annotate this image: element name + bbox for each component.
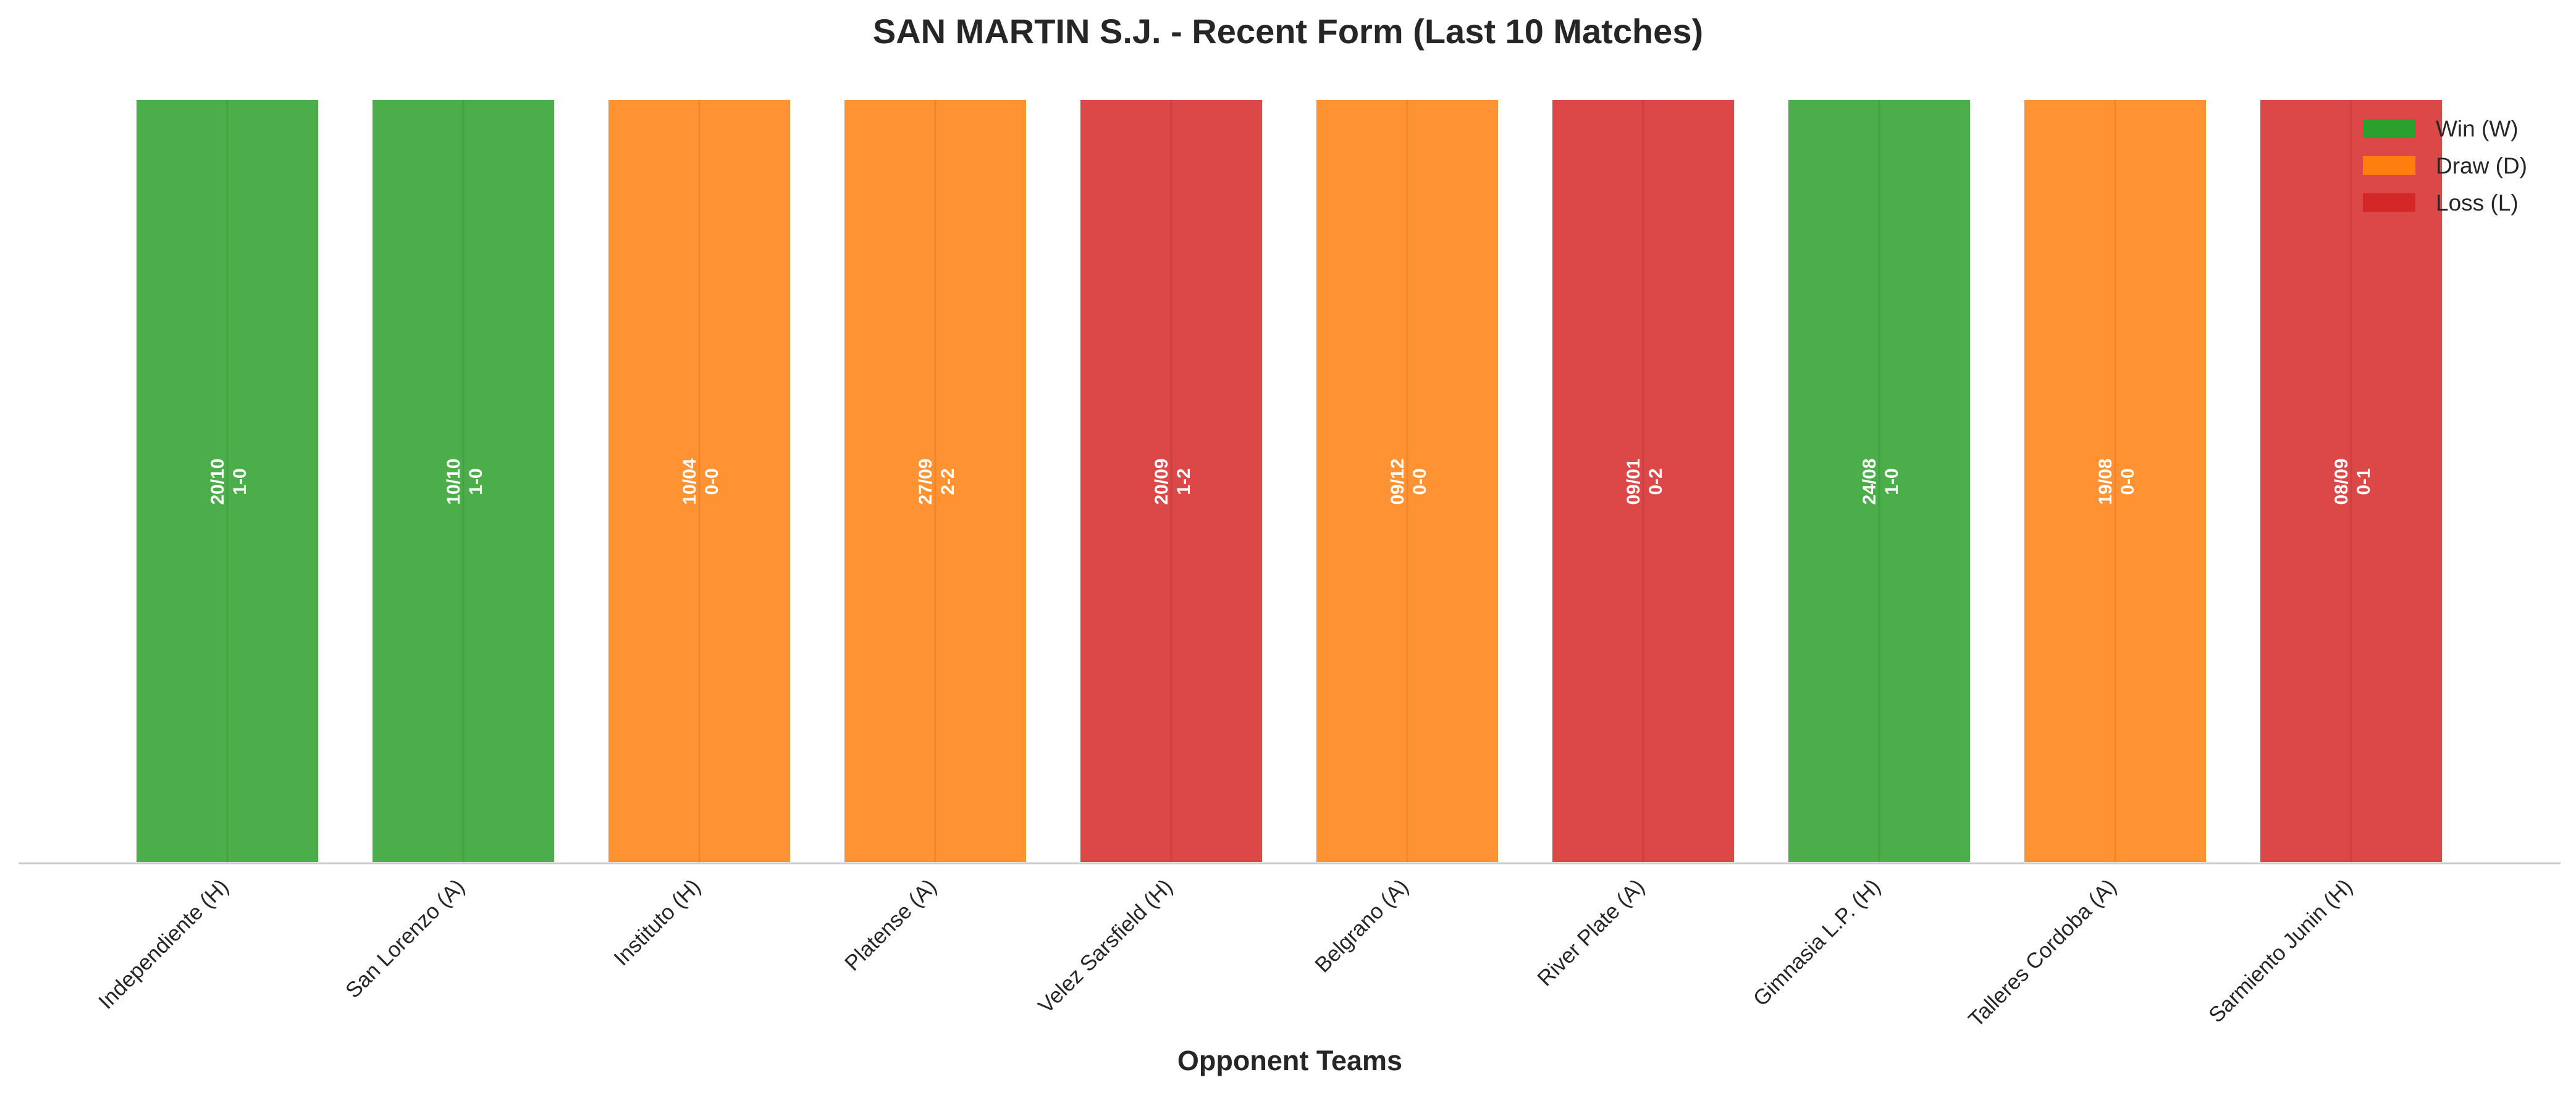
bar-date-label: 20/10 bbox=[208, 458, 228, 505]
x-tick-label: Talleres Cordoba (A) bbox=[1964, 874, 2121, 1032]
legend-swatch bbox=[2363, 156, 2415, 175]
bar-date-label: 20/09 bbox=[1151, 458, 1172, 505]
x-tick-label: Velez Sarsfield (H) bbox=[1033, 874, 1177, 1018]
bar-data-label: 19/08 0-0 bbox=[2095, 458, 2138, 505]
bar-data-label: 20/10 1-0 bbox=[208, 458, 250, 505]
bar-data-label: 27/09 2-2 bbox=[915, 458, 958, 505]
x-axis-label: Opponent Teams bbox=[1177, 1045, 1402, 1076]
bar-score-label: 0-2 bbox=[1646, 468, 1666, 495]
bar-date-label: 24/08 bbox=[1859, 458, 1880, 505]
bar-data-label: 08/09 0-1 bbox=[2331, 458, 2374, 505]
x-tick-label: San Lorenzo (A) bbox=[341, 874, 469, 1003]
bar-score-label: 0-0 bbox=[702, 468, 722, 495]
bar-score-label: 0-0 bbox=[2118, 468, 2138, 495]
bar-data-label: 09/01 0-2 bbox=[1623, 458, 1666, 505]
bar-date-label: 19/08 bbox=[2095, 458, 2116, 505]
bar-score-label: 1-0 bbox=[230, 468, 250, 495]
x-tick-label: River Plate (A) bbox=[1533, 874, 1649, 990]
bar-date-label: 08/09 bbox=[2331, 458, 2352, 505]
legend: Win (W) Draw (D) Loss (L) bbox=[2363, 116, 2527, 216]
bar bbox=[370, 98, 557, 865]
bar-data-label: 09/12 0-0 bbox=[1387, 458, 1430, 505]
bar-date-label: 09/01 bbox=[1623, 458, 1644, 505]
x-tick-labels: Independiente (H) San Lorenzo (A) Institut… bbox=[94, 874, 2357, 1032]
bar bbox=[1314, 98, 1501, 865]
bar-date-label: 09/12 bbox=[1387, 458, 1408, 505]
bar bbox=[1786, 98, 1972, 865]
x-tick-label: Instituto (H) bbox=[609, 874, 705, 970]
bar-score-label: 2-2 bbox=[938, 468, 958, 495]
bar bbox=[134, 98, 321, 865]
bar bbox=[1078, 98, 1265, 865]
bar bbox=[1550, 98, 1736, 865]
x-tick-label: Platense (A) bbox=[840, 874, 941, 976]
bar-date-label: 27/09 bbox=[915, 458, 936, 505]
bar-score-label: 0-1 bbox=[2354, 468, 2374, 495]
bar-data-label: 10/10 1-0 bbox=[444, 458, 486, 505]
bar-date-label: 10/04 bbox=[680, 458, 700, 505]
bar bbox=[842, 98, 1029, 865]
bar-labels-group: 20/10 1-0 10/10 1-0 10/04 0-0 27/09 2-2 20/09 1-2… bbox=[208, 458, 2374, 505]
bars-group bbox=[134, 98, 2444, 865]
bar bbox=[606, 98, 793, 865]
bar-data-label: 24/08 1-0 bbox=[1859, 458, 1902, 505]
chart-title: SAN MARTIN S.J. - Recent Form (Last 10 M… bbox=[873, 12, 1703, 51]
bar bbox=[2258, 98, 2444, 865]
bar-data-label: 10/04 0-0 bbox=[680, 458, 722, 505]
x-tick-label: Belgrano (A) bbox=[1310, 874, 1413, 978]
bar-score-label: 1-2 bbox=[1174, 468, 1194, 495]
legend-label: Loss (L) bbox=[2436, 190, 2519, 216]
x-tick-label: Gimnasia L.P. (H) bbox=[1749, 874, 1885, 1011]
x-tick-label: Sarmiento Junin (H) bbox=[2204, 874, 2357, 1028]
bar-date-label: 10/10 bbox=[444, 458, 464, 505]
legend-label: Win (W) bbox=[2436, 116, 2519, 141]
bar-score-label: 1-0 bbox=[1882, 468, 1902, 495]
legend-swatch bbox=[2363, 119, 2415, 138]
x-tick-label: Independiente (H) bbox=[94, 874, 234, 1014]
legend-label: Draw (D) bbox=[2436, 153, 2527, 178]
bar-score-label: 1-0 bbox=[466, 468, 486, 495]
legend-swatch bbox=[2363, 193, 2415, 212]
bar-score-label: 0-0 bbox=[1410, 468, 1430, 495]
bar-data-label: 20/09 1-2 bbox=[1151, 458, 1194, 505]
